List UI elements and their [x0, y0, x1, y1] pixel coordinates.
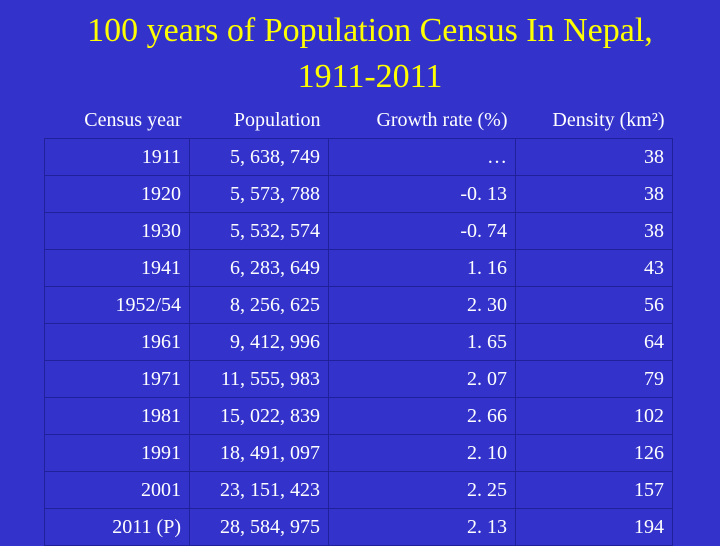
table-row: 1952/54 8, 256, 625 2. 30 56: [44, 286, 673, 324]
table-row: 1920 5, 573, 788 -0. 13 38: [44, 175, 673, 213]
header-growth-rate: Growth rate (%): [376, 108, 508, 131]
census-year-cell: 1941: [44, 249, 190, 287]
header-density: Density (km²): [552, 108, 665, 131]
table-row: 1961 9, 412, 996 1. 65 64: [44, 323, 673, 361]
population-cell: 15, 022, 839: [189, 397, 329, 435]
growth-rate-cell: 2. 66: [328, 397, 516, 435]
table-row: 1941 6, 283, 649 1. 16 43: [44, 249, 673, 287]
census-year-cell: 2001: [44, 471, 190, 509]
title-line-2: 1911-2011: [297, 58, 443, 95]
density-cell: 38: [515, 175, 673, 213]
population-cell: 5, 638, 749: [189, 138, 329, 176]
population-cell: 11, 555, 983: [189, 360, 329, 398]
population-cell: 5, 532, 574: [189, 212, 329, 250]
growth-rate-cell: 2. 07: [328, 360, 516, 398]
growth-rate-cell: …: [328, 138, 516, 176]
population-cell: 5, 573, 788: [189, 175, 329, 213]
table-row: 1981 15, 022, 839 2. 66 102: [44, 397, 673, 435]
growth-rate-cell: 2. 10: [328, 434, 516, 472]
census-table: Census year Population Growth rate (%) D…: [44, 102, 673, 546]
growth-rate-cell: 1. 65: [328, 323, 516, 361]
table-row: 1930 5, 532, 574 -0. 74 38: [44, 212, 673, 250]
table-row: 1911 5, 638, 749… 38: [44, 138, 673, 176]
growth-rate-cell: 2. 30: [328, 286, 516, 324]
density-cell: 38: [515, 138, 673, 176]
population-cell: 8, 256, 625: [189, 286, 329, 324]
census-year-cell: 1981: [44, 397, 190, 435]
growth-rate-cell: -0. 74: [328, 212, 516, 250]
density-cell: 102: [515, 397, 673, 435]
density-cell: 56: [515, 286, 673, 324]
population-cell: 23, 151, 423: [189, 471, 329, 509]
density-cell: 64: [515, 323, 673, 361]
growth-rate-cell: -0. 13: [328, 175, 516, 213]
density-cell: 79: [515, 360, 673, 398]
table-row: 2001 23, 151, 423 2. 25 157: [44, 471, 673, 509]
growth-rate-cell: 1. 16: [328, 249, 516, 287]
title-line-1: 100 years of Population Census In Nepal,: [87, 12, 653, 49]
census-year-cell: 1991: [44, 434, 190, 472]
population-cell: 18, 491, 097: [189, 434, 329, 472]
census-year-cell: 1971: [44, 360, 190, 398]
density-cell: 126: [515, 434, 673, 472]
header-census-year: Census year: [84, 108, 182, 131]
census-year-cell: 1911: [44, 138, 190, 176]
census-table-body: Census year Population Growth rate (%) D…: [44, 102, 673, 546]
census-year-cell: 1930: [44, 212, 190, 250]
density-cell: 38: [515, 212, 673, 250]
growth-rate-cell: 2. 25: [328, 471, 516, 509]
slide-title: 100 years of Population Census In Nepal,…: [0, 8, 720, 100]
census-year-cell: 1961: [44, 323, 190, 361]
census-year-cell: 1920: [44, 175, 190, 213]
population-cell: 9, 412, 996: [189, 323, 329, 361]
table-header-row: Census year Population Growth rate (%) D…: [45, 102, 673, 139]
population-cell: 6, 283, 649: [189, 249, 329, 287]
density-cell: 43: [515, 249, 673, 287]
table-row: 1971 11, 555, 983 2. 07 79: [44, 360, 673, 398]
density-cell: 157: [515, 471, 673, 509]
header-population: Population: [233, 108, 321, 131]
table-row: 1991 18, 491, 097 2. 10 126: [44, 434, 673, 472]
census-year-cell: 1952/54: [44, 286, 190, 324]
